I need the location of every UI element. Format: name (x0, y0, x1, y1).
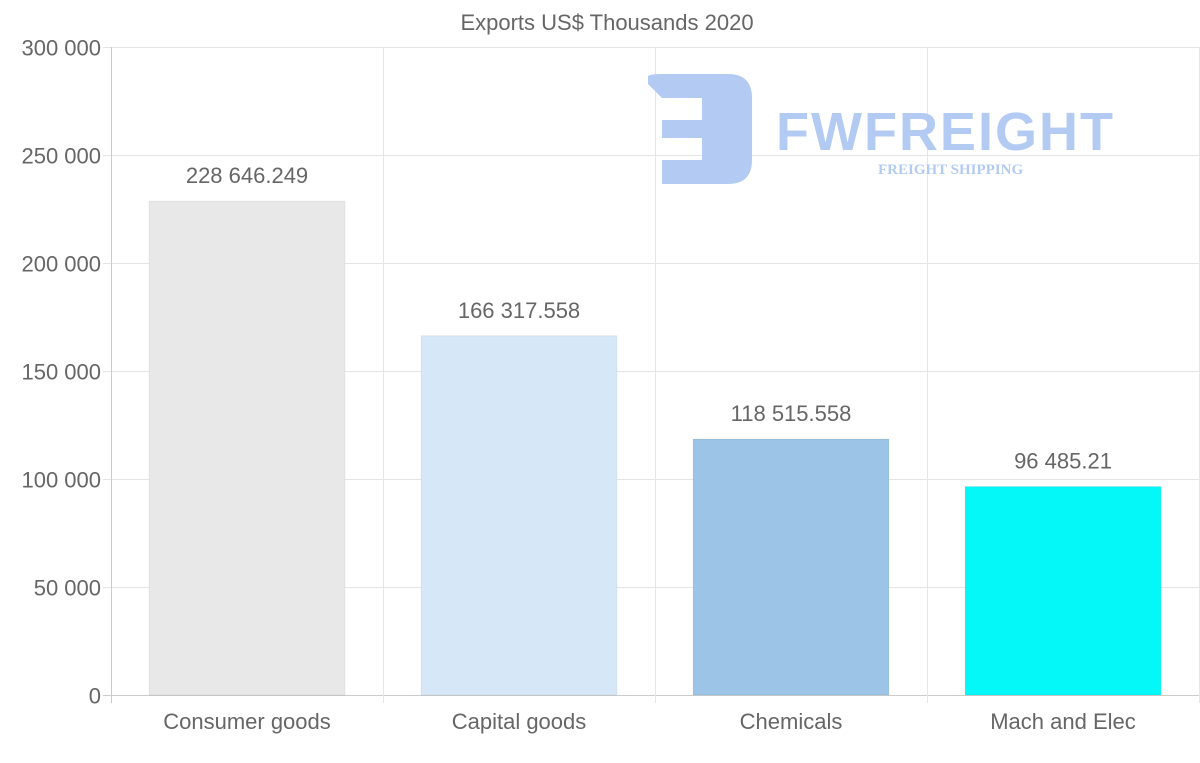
chart-title: Exports US$ Thousands 2020 (460, 10, 753, 35)
x-axis: Consumer goods Capital goods Chemicals Mach… (163, 709, 1136, 734)
logo-brand: FWFREIGHT (776, 102, 1115, 162)
bar (420, 335, 618, 696)
bar (148, 200, 346, 696)
y-tick-label: 0 (89, 684, 101, 709)
data-label: 228 646.249 (186, 163, 308, 188)
y-tick-label: 100 000 (21, 468, 101, 493)
fwfreight-logo-watermark: FWFREIGHT FREIGHT SHIPPING (648, 74, 1115, 184)
bars (148, 200, 1162, 696)
y-tick-label: 250 000 (21, 144, 101, 169)
x-tick-label: Consumer goods (163, 709, 331, 734)
logo-tagline: FREIGHT SHIPPING (878, 162, 1023, 178)
y-tick-label: 300 000 (21, 36, 101, 61)
y-tick-label: 50 000 (34, 576, 101, 601)
data-label: 96 485.21 (1014, 449, 1112, 474)
value-labels: 228 646.249 166 317.558 118 515.558 96 485.… (186, 163, 1112, 473)
data-label: 118 515.558 (731, 401, 852, 426)
bar (964, 486, 1162, 696)
x-tick-label: Mach and Elec (990, 709, 1136, 734)
y-tick-label: 200 000 (21, 252, 101, 277)
logo-mark-icon (648, 74, 752, 184)
bar (692, 438, 890, 696)
x-tick-label: Chemicals (740, 709, 843, 734)
data-label: 166 317.558 (458, 298, 580, 323)
x-tick-label: Capital goods (452, 709, 587, 734)
y-axis: 0 50 000 100 000 150 000 200 000 250 000 300 0… (21, 36, 101, 709)
y-tick-label: 150 000 (21, 360, 101, 385)
